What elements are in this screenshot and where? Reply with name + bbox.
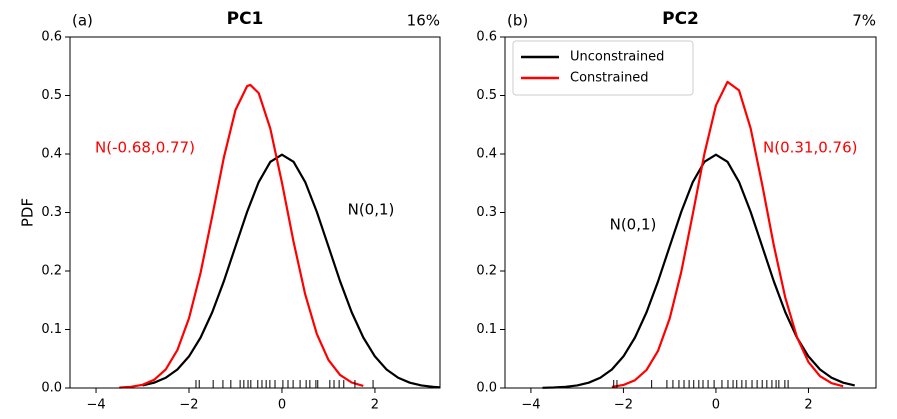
- annotation: N(0.31,0.76): [763, 139, 858, 157]
- y-tick-label: 0.5: [41, 88, 62, 103]
- y-tick-label: 0.4: [476, 147, 497, 162]
- plot-frame: [69, 36, 441, 389]
- legend: Unconstrained Constrained: [512, 40, 694, 96]
- series-line: [119, 83, 364, 389]
- annotation: N(0,1): [348, 201, 395, 219]
- y-tick-label: 0.0: [476, 381, 497, 396]
- y-tick-label: 0.2: [476, 264, 497, 279]
- chart-title: PC2: [662, 9, 699, 29]
- legend-label: Unconstrained: [570, 50, 664, 65]
- series-line: [142, 153, 441, 389]
- x-tick-label: −4: [86, 398, 105, 413]
- x-tick-label: 0: [278, 398, 286, 413]
- y-tick-label: 0.6: [476, 30, 497, 45]
- y-tick-label: 0.3: [41, 205, 62, 220]
- percent-label: 16%: [407, 12, 440, 30]
- annotation: N(-0.68,0.77): [95, 139, 195, 157]
- y-axis-label: PDF: [19, 198, 37, 227]
- y-tick-label: 0.1: [476, 322, 497, 337]
- series-line: [611, 80, 844, 389]
- y-tick-label: 0.1: [41, 322, 62, 337]
- y-tick-label: 0.6: [41, 30, 62, 45]
- plot-frame: [504, 36, 877, 389]
- x-tick-label: 2: [804, 398, 812, 413]
- annotation: N(0,1): [610, 216, 657, 234]
- x-tick-label: 0: [712, 398, 720, 413]
- y-tick-label: 0.5: [476, 88, 497, 103]
- legend-box: [512, 40, 694, 96]
- x-tick-label: 2: [371, 398, 379, 413]
- panel-label: (b): [507, 12, 528, 30]
- legend-label: Constrained: [570, 71, 649, 86]
- y-tick-label: 0.2: [41, 264, 62, 279]
- y-tick-label: 0.3: [476, 205, 497, 220]
- x-tick-label: −2: [614, 398, 633, 413]
- y-tick-label: 0.4: [41, 147, 62, 162]
- percent-label: 7%: [852, 12, 876, 30]
- x-tick-label: −4: [521, 398, 540, 413]
- panel-label: (a): [72, 12, 93, 30]
- x-tick-label: −2: [179, 398, 198, 413]
- y-tick-label: 0.0: [41, 381, 62, 396]
- chart-title: PC1: [227, 9, 264, 29]
